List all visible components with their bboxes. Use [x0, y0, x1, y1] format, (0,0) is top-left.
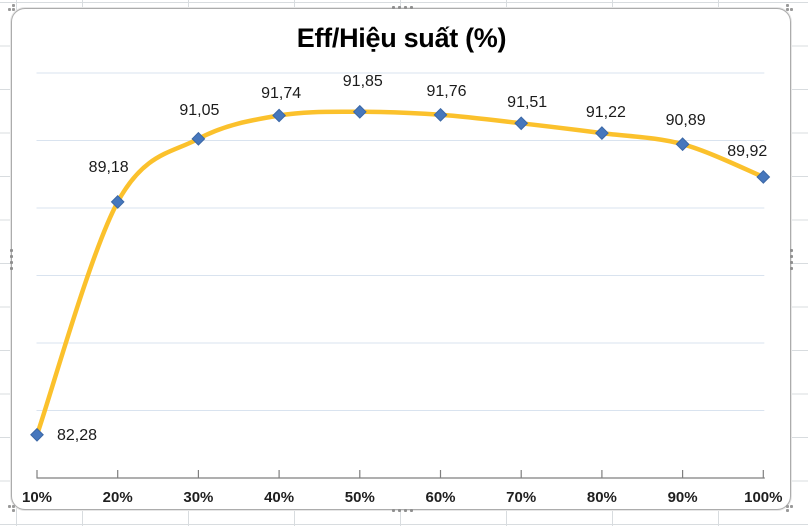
data-point-marker[interactable]	[756, 170, 771, 184]
data-point-marker[interactable]	[191, 131, 206, 146]
x-axis-label[interactable]: 90%	[667, 489, 698, 506]
data-label[interactable]: 89,92	[727, 142, 768, 160]
resize-handle-left[interactable]	[9, 249, 13, 270]
x-axis-label[interactable]: 100%	[744, 489, 783, 506]
chart-area[interactable]	[11, 8, 791, 510]
data-label[interactable]: 91,05	[179, 101, 220, 119]
data-label[interactable]: 91,22	[585, 104, 626, 122]
data-point-marker[interactable]	[110, 195, 125, 209]
x-axis-label[interactable]: 60%	[425, 489, 456, 506]
resize-handle-top-right[interactable]	[786, 4, 794, 12]
data-label[interactable]: 91,85	[342, 72, 383, 90]
x-axis-label[interactable]: 40%	[264, 489, 295, 506]
data-point-marker[interactable]	[594, 126, 609, 140]
data-point-marker[interactable]	[675, 137, 690, 152]
resize-handle-top-left[interactable]	[8, 4, 16, 12]
chart-title[interactable]: Eff/Hiệu suất (%)	[296, 23, 507, 53]
data-label[interactable]: 91,76	[426, 82, 467, 100]
x-axis-label[interactable]: 80%	[586, 489, 617, 506]
data-label[interactable]: 91,74	[261, 84, 302, 102]
series-line[interactable]	[34, 109, 766, 438]
data-point-marker[interactable]	[433, 107, 448, 122]
data-label[interactable]: 89,18	[88, 158, 129, 176]
data-point-marker[interactable]	[352, 104, 367, 119]
resize-handle-bottom-left[interactable]	[8, 505, 16, 513]
data-point-marker[interactable]	[272, 108, 287, 123]
x-axis-label[interactable]: 70%	[506, 489, 537, 506]
resize-handle-top[interactable]	[392, 6, 413, 9]
data-label[interactable]: 91,51	[507, 94, 548, 112]
resize-handle-right[interactable]	[790, 249, 793, 270]
data-point-marker[interactable]	[30, 427, 44, 442]
x-axis-label[interactable]: 50%	[344, 489, 375, 506]
x-axis-label[interactable]: 30%	[183, 489, 214, 506]
x-axis-label[interactable]: 20%	[102, 489, 133, 506]
data-label[interactable]: 82,28	[56, 426, 98, 444]
data-label[interactable]: 90,89	[665, 112, 706, 130]
resize-handle-bottom[interactable]	[392, 509, 413, 512]
x-axis-label[interactable]: 10%	[21, 489, 53, 506]
data-point-marker[interactable]	[514, 116, 529, 131]
resize-handle-bottom-right[interactable]	[786, 505, 794, 513]
